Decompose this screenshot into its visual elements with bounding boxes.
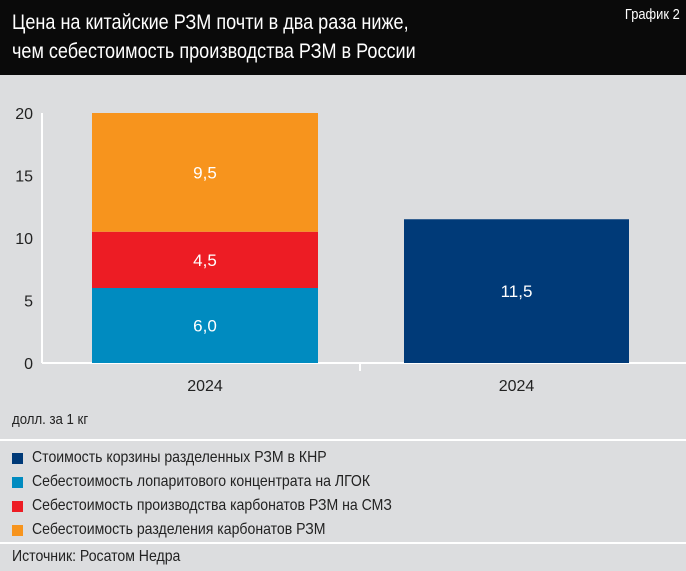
data-label: 4,5 xyxy=(193,251,217,270)
chart-header: Цена на китайские РЗМ почти в два раза н… xyxy=(0,0,686,75)
bar-segment xyxy=(92,113,318,232)
legend-swatch xyxy=(12,452,23,464)
bar-segment xyxy=(92,231,318,288)
y-tick-label: 20 xyxy=(15,106,33,123)
legend-item: Стоимость корзины разделенных РЗМ в КНР xyxy=(12,446,441,470)
bar-chart: 0 5 10 15 20 6,0 4,5 9,5 2024 11,5 2024 xyxy=(15,106,686,395)
legend-label: Стоимость корзины разделенных РЗМ в КНР xyxy=(32,449,327,466)
legend-label: Себестоимость лопаритового концентрата н… xyxy=(32,473,371,490)
legend-swatch xyxy=(12,524,23,536)
divider xyxy=(0,542,686,544)
x-tick-label: 2024 xyxy=(499,378,535,395)
title-line-1: Цена на китайские РЗМ почти в два раза н… xyxy=(12,11,409,34)
source-note: Источник: Росатом Недра xyxy=(12,548,181,565)
legend-item: Себестоимость производства карбонатов РЗ… xyxy=(12,494,441,518)
bar-segment xyxy=(92,288,318,363)
legend-item: Себестоимость разделения карбонатов РЗМ xyxy=(12,518,441,542)
legend-swatch xyxy=(12,476,23,488)
legend-label: Себестоимость разделения карбонатов РЗМ xyxy=(32,521,326,538)
legend-item: Себестоимость лопаритового концентрата н… xyxy=(12,470,441,494)
bar-segment xyxy=(404,219,629,363)
y-tick-label: 5 xyxy=(24,294,33,311)
y-tick-label: 10 xyxy=(15,231,33,248)
y-tick-label: 15 xyxy=(15,169,33,186)
data-label: 6,0 xyxy=(193,317,217,336)
chart-number: График 2 xyxy=(625,6,680,23)
data-label: 9,5 xyxy=(193,163,217,182)
legend: Стоимость корзины разделенных РЗМ в КНР С… xyxy=(12,446,441,542)
chart-title: Цена на китайские РЗМ почти в два раза н… xyxy=(12,8,416,66)
legend-swatch xyxy=(12,500,23,512)
divider xyxy=(0,439,686,441)
unit-label: долл. за 1 кг xyxy=(12,411,89,428)
title-line-2: чем себестоимость производства РЗМ в Рос… xyxy=(12,40,416,63)
legend-label: Себестоимость производства карбонатов РЗ… xyxy=(32,497,392,514)
y-tick-label: 0 xyxy=(24,356,33,373)
x-tick-label: 2024 xyxy=(187,378,223,395)
data-label: 11,5 xyxy=(501,282,533,301)
